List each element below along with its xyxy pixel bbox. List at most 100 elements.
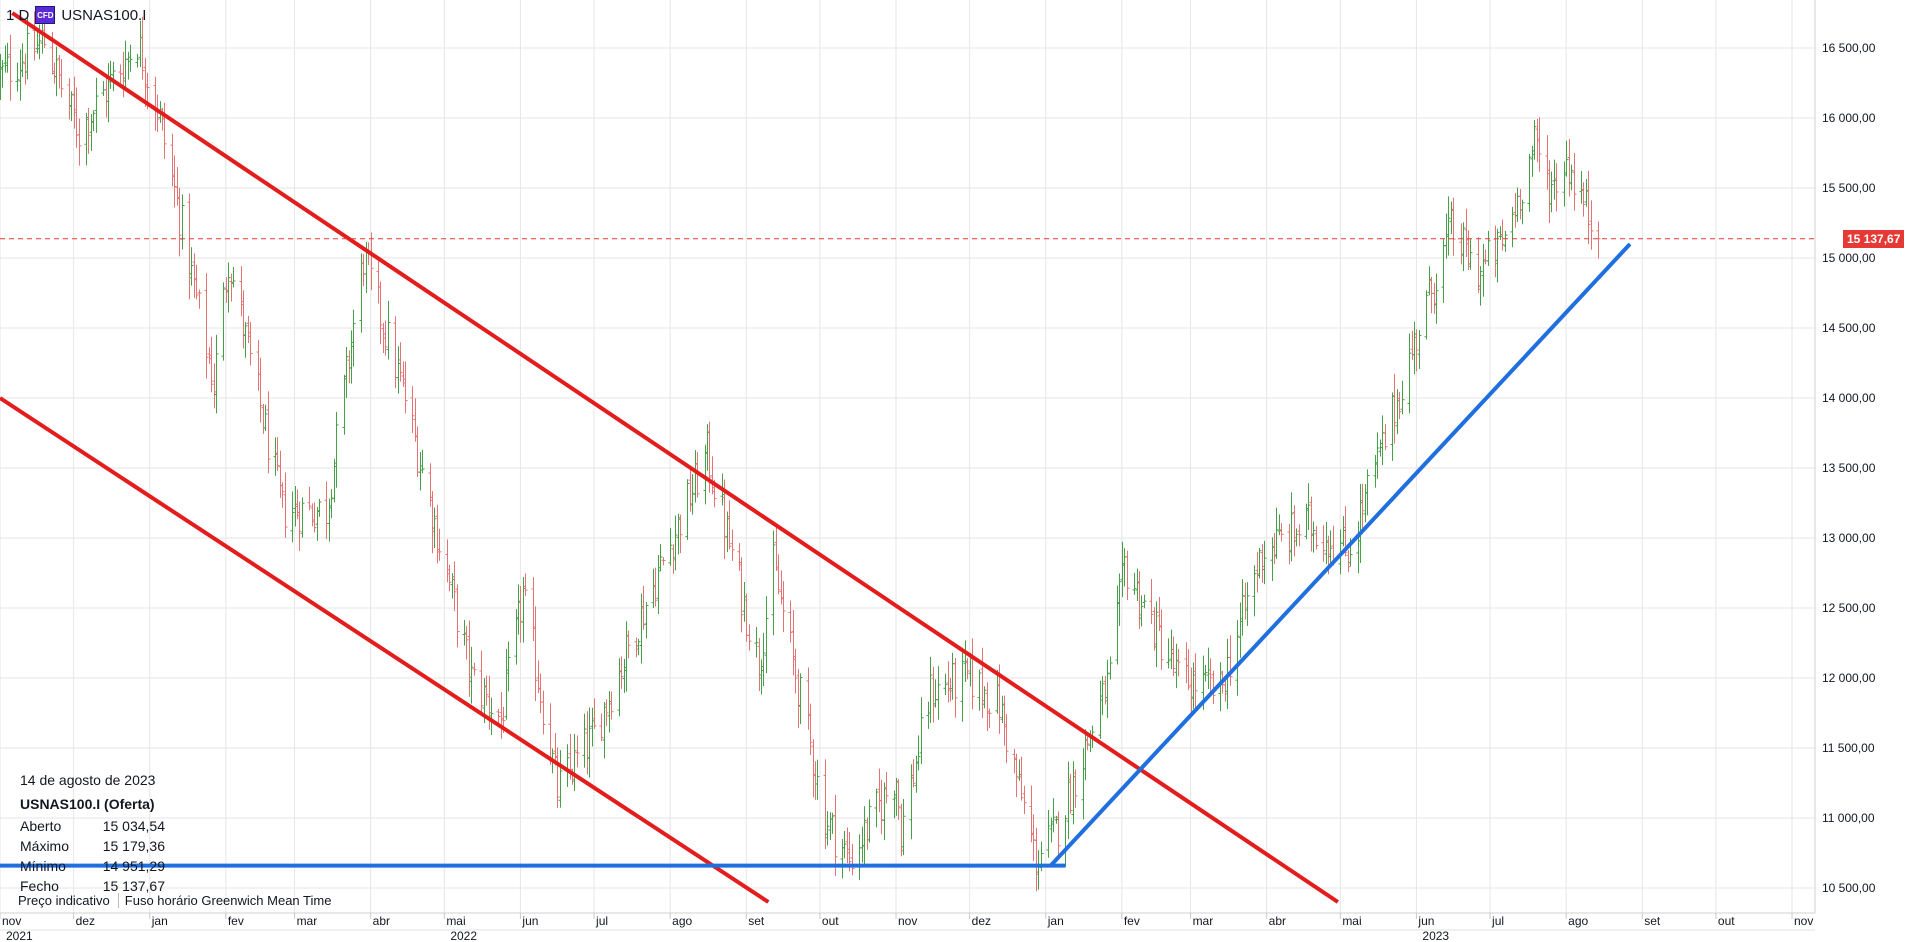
ohlc-bar	[344, 347, 349, 399]
x-tick-label: out	[822, 914, 839, 928]
ohlc-bar	[730, 529, 735, 561]
ohlc-bar	[1328, 530, 1333, 567]
ohlc-bar	[8, 34, 13, 101]
ohlc-bar	[1581, 182, 1586, 217]
ohlc-bar	[558, 750, 563, 808]
ohlc-bar	[1051, 798, 1056, 833]
y-tick-label: 15 000,00	[1822, 251, 1876, 265]
ohlc-bar	[1417, 329, 1422, 369]
ohlc-bar	[172, 155, 177, 208]
x-tick-label: jul	[1491, 914, 1504, 928]
interval-label[interactable]: 1 D	[6, 6, 30, 24]
ohlc-bar	[1297, 524, 1302, 547]
info-low-label: Mínimo	[20, 858, 66, 874]
ohlc-bar	[626, 630, 631, 659]
ohlc-bar	[1586, 170, 1591, 245]
ohlc-bar	[764, 596, 769, 674]
ohlc-bar	[1510, 206, 1515, 248]
ohlc-bar	[793, 648, 798, 694]
x-tick-label: fev	[1124, 914, 1140, 928]
ohlc-bar	[1294, 528, 1299, 547]
x-tick-label: ago	[672, 914, 692, 928]
ohlc-info-panel: 14 de agosto de 2023 USNAS100.I (Oferta)…	[20, 770, 165, 896]
ohlc-bar	[747, 624, 752, 651]
ohlc-bar	[1125, 550, 1130, 600]
ohlc-bar	[555, 747, 560, 809]
ohlc-bar	[788, 600, 793, 643]
ohlc-bar	[307, 486, 312, 511]
ohlc-bar	[1235, 619, 1240, 696]
ohlc-bar	[1014, 753, 1019, 798]
ohlc-bar	[1166, 638, 1171, 669]
ohlc-bar	[455, 584, 460, 648]
x-tick-label: jan	[151, 914, 168, 928]
x-tick-label: nov	[898, 914, 917, 928]
info-date: 14 de agosto de 2023	[20, 772, 156, 788]
ohlc-bar	[1228, 635, 1233, 686]
ohlc-bar	[300, 497, 305, 538]
info-row-close: Fecho 15 137,67	[20, 876, 165, 896]
ohlc-bar	[189, 247, 194, 286]
ohlc-bar	[901, 799, 906, 856]
ohlc-bar	[1159, 609, 1164, 670]
ohlc-bar	[452, 561, 457, 612]
ohlc-bar	[1461, 222, 1466, 272]
grid	[0, 0, 1815, 913]
ohlc-bar	[960, 647, 965, 722]
ohlc-bar	[1375, 432, 1380, 479]
timezone-selector[interactable]: Fuso horário Greenwich Mean Time	[125, 893, 340, 908]
ohlc-bar	[965, 657, 970, 680]
ohlc-bar	[263, 404, 268, 431]
ohlc-bar	[599, 713, 604, 742]
trendline-support-rising	[1049, 242, 1632, 867]
ohlc-bar	[1105, 659, 1110, 718]
ohlc-bar	[128, 44, 133, 72]
ohlc-bar	[77, 118, 82, 166]
info-high-value: 15 179,36	[102, 838, 165, 854]
ohlc-bar	[533, 606, 538, 702]
ohlc-bar	[982, 686, 987, 709]
ohlc-bar	[977, 669, 982, 711]
ohlc-bar	[275, 437, 280, 471]
ohlc-bar	[1154, 601, 1159, 668]
ohlc-bar	[1500, 219, 1505, 251]
ohlc-bar	[1132, 572, 1137, 595]
footer-bar: Preço indicativo Fuso horário Greenwich …	[18, 893, 345, 908]
ohlc-bar	[1407, 333, 1412, 414]
ohlc-bar	[582, 713, 587, 768]
ohlc-bar	[437, 528, 442, 561]
ohlc-bar	[1495, 228, 1500, 283]
ohlc-bar	[1068, 774, 1073, 814]
ohlc-bar	[896, 779, 901, 820]
ohlc-bar	[572, 733, 577, 792]
ohlc-bar	[378, 281, 383, 345]
ohlc-bar	[761, 632, 766, 687]
x-tick-label: nov	[2, 914, 21, 928]
ohlc-bar	[297, 501, 302, 551]
ohlc-bar	[398, 342, 403, 382]
ohlc-bar	[472, 662, 477, 676]
ohlc-bar	[226, 262, 231, 313]
ohlc-bar	[209, 336, 214, 393]
ohlc-bar	[447, 564, 452, 592]
ohlc-bar	[1468, 238, 1473, 270]
ohlc-bar	[1108, 656, 1113, 680]
ohlc-bar	[825, 811, 830, 846]
ohlc-bar	[54, 46, 59, 97]
ohlc-bar	[5, 42, 10, 73]
x-tick-label: jun	[521, 914, 538, 928]
ohlc-bar	[506, 641, 511, 692]
ohlc-bar	[1532, 120, 1537, 160]
ohlc-bar	[1211, 670, 1216, 704]
ohlc-bar	[464, 625, 469, 660]
y-tick-label: 13 000,00	[1822, 531, 1876, 545]
ohlc-bar	[727, 500, 732, 550]
ohlc-bar	[833, 794, 838, 877]
symbol-label[interactable]: USNAS100.I	[61, 6, 147, 24]
y-tick-label: 16 000,00	[1822, 111, 1876, 125]
ohlc-bar	[0, 59, 5, 88]
ohlc-bar	[653, 567, 658, 607]
ohlc-bar	[1279, 523, 1284, 542]
x-tick-label: jan	[1047, 914, 1064, 928]
